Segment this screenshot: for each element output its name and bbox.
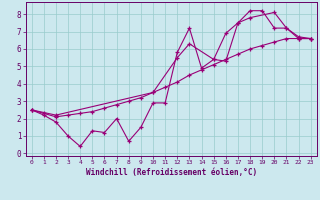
X-axis label: Windchill (Refroidissement éolien,°C): Windchill (Refroidissement éolien,°C) [86,168,257,177]
